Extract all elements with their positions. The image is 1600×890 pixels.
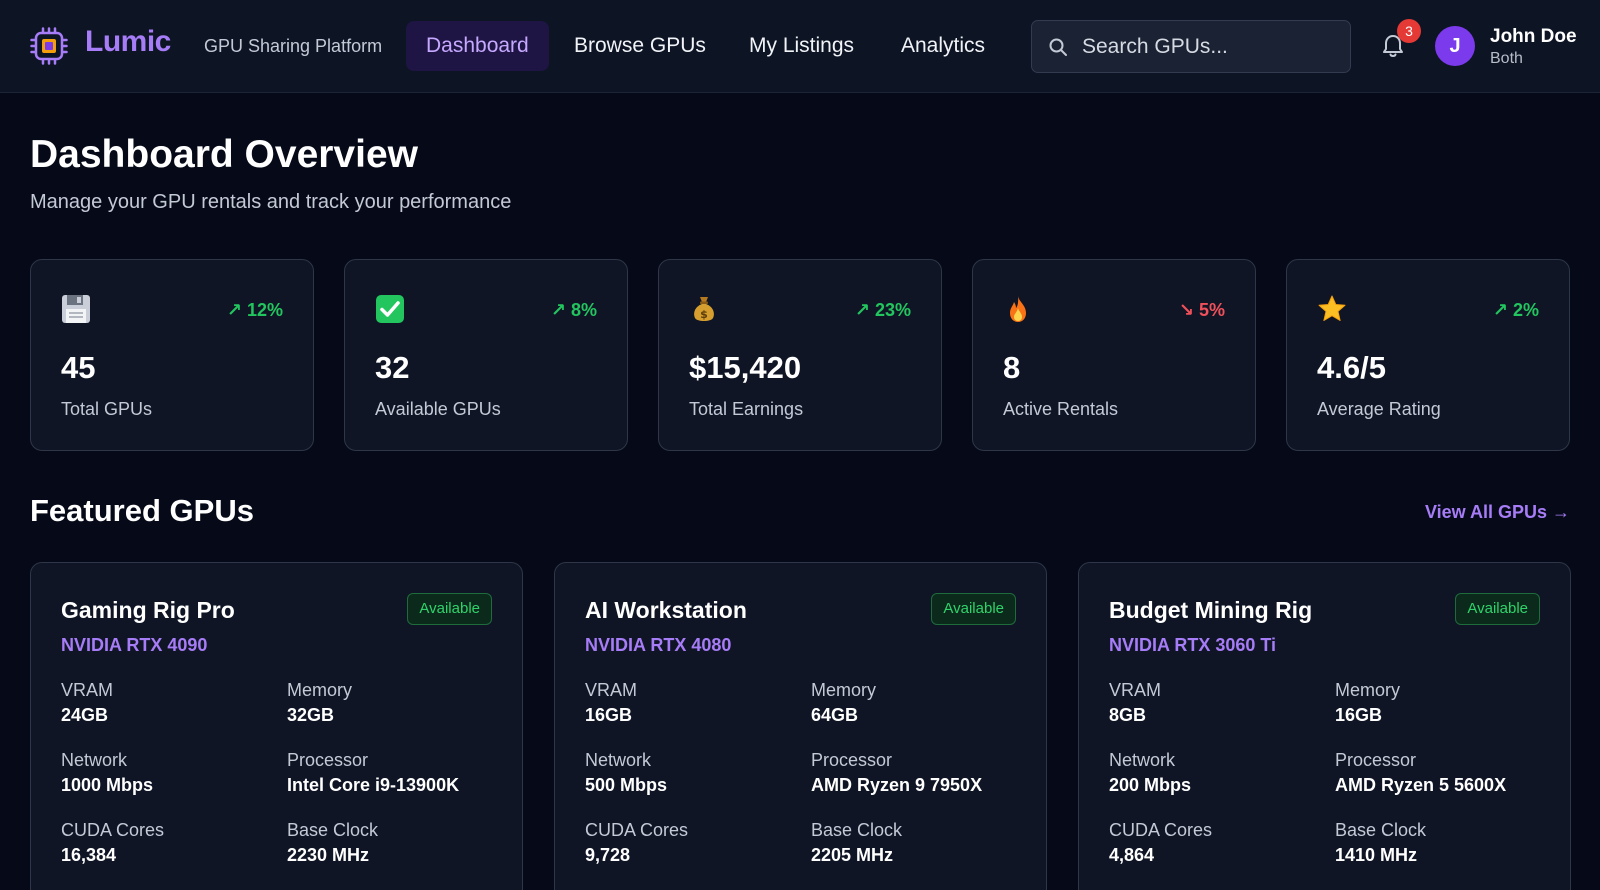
spec-label: Processor (811, 750, 893, 770)
star-icon (1318, 295, 1346, 321)
stat-value: 45 (61, 350, 96, 385)
spec-label: CUDA Cores (1109, 820, 1213, 840)
stat-label: Average Rating (1317, 399, 1441, 419)
stat-label: Active Rentals (1003, 399, 1119, 419)
spec-label: Base Clock (811, 820, 903, 840)
gpu-name: Budget Mining Rig (1109, 597, 1313, 623)
floppy-disk-icon (62, 295, 90, 323)
spec-label: Base Clock (287, 820, 379, 840)
user-role: Both (1490, 50, 1523, 67)
user-name[interactable]: John Doe (1490, 26, 1577, 47)
page-subtitle: Manage your GPU rentals and track your p… (30, 191, 512, 213)
stat-change: ↗ 12% (226, 300, 283, 320)
stat-change: ↗ 23% (854, 300, 911, 320)
search-input[interactable] (1082, 31, 1342, 63)
gpu-card-ai-workstation[interactable]: AI Workstation NVIDIA RTX 4080 Available… (554, 562, 1047, 890)
stat-label: Total Earnings (689, 399, 804, 419)
spec-value: 2230 MHz (287, 845, 370, 865)
spec-value: 8GB (1109, 705, 1147, 725)
spec-label: VRAM (61, 680, 114, 700)
spec-label: Network (585, 750, 652, 770)
spec-value: Intel Core i9-13900K (287, 775, 460, 795)
stat-value: 32 (375, 350, 410, 385)
spec-value: 4,864 (1109, 845, 1155, 865)
spec-value: 64GB (811, 705, 859, 725)
spec-value: 1410 MHz (1335, 845, 1418, 865)
featured-section-title: Featured GPUs (30, 493, 254, 528)
notification-count-badge: 3 (1397, 19, 1421, 43)
stat-card-available-gpus: ↗ 8% 32 Available GPUs (344, 259, 628, 451)
brand-name[interactable]: Lumic (85, 25, 171, 58)
gpu-card-gaming-rig-pro[interactable]: Gaming Rig Pro NVIDIA RTX 4090 Available… (30, 562, 523, 890)
gpu-model: NVIDIA RTX 4080 (585, 635, 732, 655)
page-title: Dashboard Overview (30, 133, 418, 176)
search-box[interactable] (1031, 20, 1351, 73)
spec-label: VRAM (1109, 680, 1162, 700)
spec-label: CUDA Cores (61, 820, 165, 840)
gpu-model: NVIDIA RTX 3060 Ti (1109, 635, 1277, 655)
stat-change: ↘ 5% (1178, 300, 1225, 320)
brand-tagline: GPU Sharing Platform (204, 36, 383, 56)
stat-card-total-earnings: $ ↗ 23% $15,420 Total Earnings (658, 259, 942, 451)
spec-value: AMD Ryzen 9 7950X (811, 775, 983, 795)
spec-label: Processor (1335, 750, 1417, 770)
search-icon (1049, 38, 1067, 56)
gpu-model: NVIDIA RTX 4090 (61, 635, 208, 655)
spec-value: 1000 Mbps (61, 775, 154, 795)
spec-value: 9,728 (585, 845, 631, 865)
status-badge: Available (931, 593, 1016, 625)
spec-value: AMD Ryzen 5 5600X (1335, 775, 1507, 795)
stat-card-active-rentals: ↘ 5% 8 Active Rentals (972, 259, 1256, 451)
status-badge: Available (1455, 593, 1540, 625)
nav-dashboard[interactable]: Dashboard (406, 21, 549, 71)
svg-text:$: $ (700, 308, 708, 321)
spec-label: Network (1109, 750, 1176, 770)
spec-label: Memory (1335, 680, 1401, 700)
spec-label: CUDA Cores (585, 820, 689, 840)
stat-value: 8 (1003, 350, 1021, 385)
stat-card-total-gpus: ↗ 12% 45 Total GPUs (30, 259, 314, 451)
stat-change: ↗ 2% (1492, 300, 1539, 320)
check-mark-icon (376, 295, 404, 323)
stat-card-average-rating: ↗ 2% 4.6/5 Average Rating (1286, 259, 1570, 451)
user-avatar[interactable]: J (1435, 26, 1475, 66)
fire-icon (1010, 296, 1026, 322)
spec-value: 2205 MHz (811, 845, 894, 865)
status-badge: Available (407, 593, 492, 625)
gpu-card-budget-mining-rig[interactable]: Budget Mining Rig NVIDIA RTX 3060 Ti Ava… (1078, 562, 1571, 890)
spec-label: VRAM (585, 680, 638, 700)
stat-value: $15,420 (689, 350, 802, 385)
spec-label: Processor (287, 750, 369, 770)
spec-value: 16GB (585, 705, 633, 725)
spec-value: 16,384 (61, 845, 117, 865)
nav-analytics[interactable]: Analytics (901, 34, 986, 57)
stat-label: Total GPUs (61, 399, 153, 419)
spec-value: 16GB (1335, 705, 1383, 725)
nav-browse-gpus[interactable]: Browse GPUs (574, 34, 706, 57)
stat-label: Available GPUs (375, 399, 501, 419)
spec-label: Memory (811, 680, 877, 700)
spec-label: Memory (287, 680, 353, 700)
view-all-gpus-link[interactable]: View All GPUs → (1424, 502, 1570, 522)
spec-value: 24GB (61, 705, 109, 725)
bell-icon[interactable] (1381, 33, 1405, 59)
money-bag-icon: $ (694, 297, 714, 321)
top-navigation-bar: Lumic GPU Sharing Platform Dashboard Bro… (0, 0, 1600, 93)
spec-label: Network (61, 750, 128, 770)
spec-value: 500 Mbps (585, 775, 668, 795)
chip-logo-icon[interactable] (30, 27, 68, 65)
spec-value: 200 Mbps (1109, 775, 1192, 795)
spec-label: Base Clock (1335, 820, 1427, 840)
stat-change: ↗ 8% (550, 300, 597, 320)
nav-my-listings[interactable]: My Listings (749, 34, 855, 57)
gpu-name: AI Workstation (585, 597, 747, 623)
spec-value: 32GB (287, 705, 335, 725)
gpu-name: Gaming Rig Pro (61, 597, 235, 623)
stat-value: 4.6/5 (1317, 350, 1386, 385)
